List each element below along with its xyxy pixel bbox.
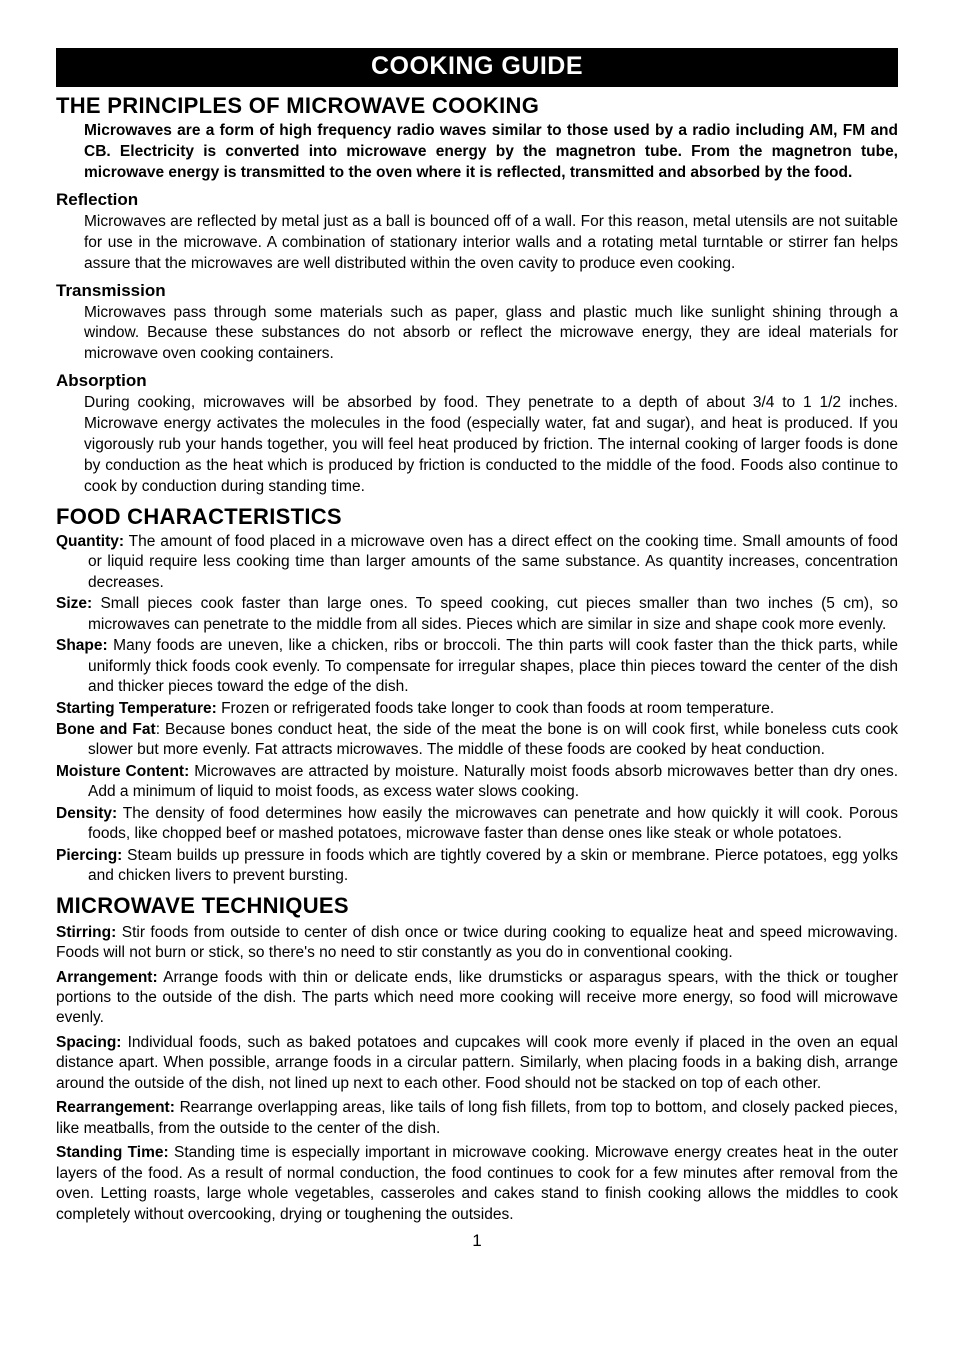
subheading-reflection: Reflection — [56, 190, 898, 210]
technique-label: Standing Time: — [56, 1144, 169, 1161]
paragraph-reflection: Microwaves are reflected by metal just a… — [84, 212, 898, 275]
page-number: 1 — [56, 1231, 898, 1251]
technique-label: Rearrangement: — [56, 1099, 175, 1116]
document-page: COOKING GUIDE THE PRINCIPLES OF MICROWAV… — [0, 0, 954, 1352]
technique-label: Arrangement: — [56, 969, 158, 986]
subheading-transmission: Transmission — [56, 281, 898, 301]
characteristic-item: Quantity: The amount of food placed in a… — [56, 532, 898, 593]
characteristic-item: Size: Small pieces cook faster than larg… — [56, 594, 898, 635]
characteristic-label: Size: — [56, 595, 92, 612]
characteristic-label: Shape: — [56, 637, 108, 654]
characteristic-label: Density: — [56, 805, 117, 822]
technique-label: Spacing: — [56, 1034, 121, 1051]
subheading-absorption: Absorption — [56, 371, 898, 391]
section-heading-food-characteristics: FOOD CHARACTERISTICS — [56, 504, 898, 530]
technique-item: Standing Time: Standing time is especial… — [56, 1143, 898, 1225]
technique-item: Arrangement: Arrange foods with thin or … — [56, 968, 898, 1029]
paragraph-absorption: During cooking, microwaves will be absor… — [84, 393, 898, 498]
title-bar: COOKING GUIDE — [56, 48, 898, 87]
characteristic-item: Moisture Content: Microwaves are attract… — [56, 762, 898, 803]
microwave-techniques-list: Stirring: Stir foods from outside to cen… — [56, 923, 898, 1225]
characteristic-item: Density: The density of food determines … — [56, 804, 898, 845]
food-characteristics-list: Quantity: The amount of food placed in a… — [56, 532, 898, 887]
characteristic-label: Bone and Fat — [56, 721, 156, 738]
characteristic-label: Quantity: — [56, 533, 124, 550]
characteristic-label: Starting Temperature: — [56, 700, 217, 717]
paragraph-transmission: Microwaves pass through some materials s… — [84, 303, 898, 366]
technique-item: Rearrangement: Rearrange overlapping are… — [56, 1098, 898, 1139]
characteristic-item: Bone and Fat: Because bones conduct heat… — [56, 720, 898, 761]
intro-paragraph: Microwaves are a form of high frequency … — [84, 121, 898, 184]
section-heading-microwave-techniques: MICROWAVE TECHNIQUES — [56, 893, 898, 919]
technique-label: Stirring: — [56, 924, 116, 941]
technique-item: Spacing: Individual foods, such as baked… — [56, 1033, 898, 1094]
characteristic-label: Piercing: — [56, 847, 122, 864]
characteristic-item: Shape: Many foods are uneven, like a chi… — [56, 636, 898, 697]
characteristic-item: Starting Temperature: Frozen or refriger… — [56, 699, 898, 719]
characteristic-item: Piercing: Steam builds up pressure in fo… — [56, 846, 898, 887]
characteristic-label: Moisture Content: — [56, 763, 189, 780]
technique-item: Stirring: Stir foods from outside to cen… — [56, 923, 898, 964]
section-heading-principles: THE PRINCIPLES OF MICROWAVE COOKING — [56, 93, 898, 119]
